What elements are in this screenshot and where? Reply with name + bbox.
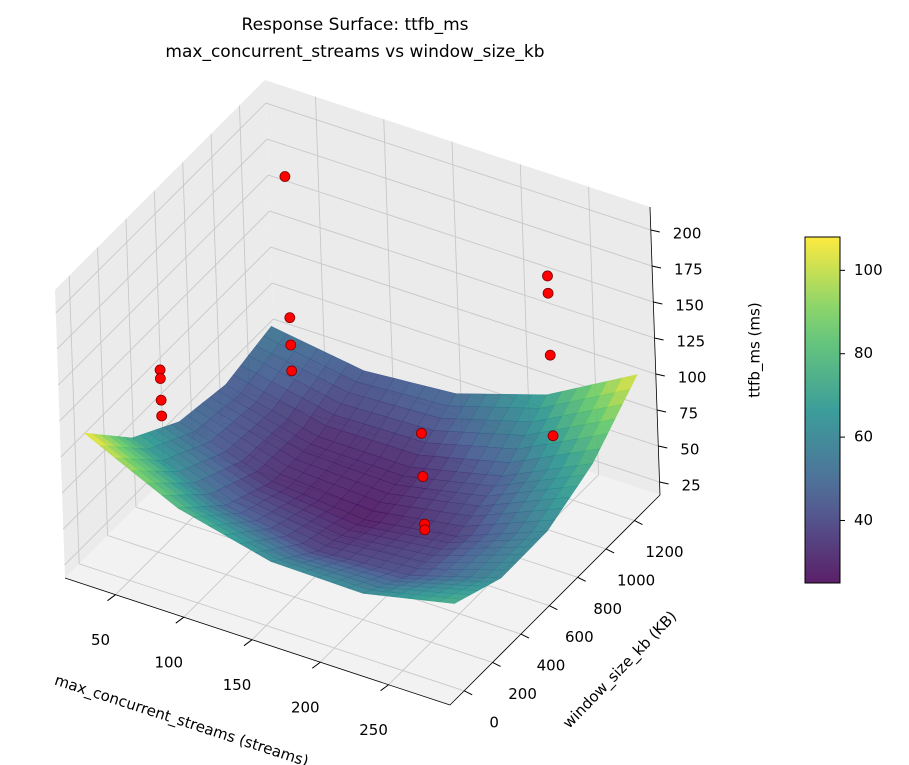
chart-title: Response Surface: ttfb_ms: [242, 15, 469, 35]
y-tick-label: 600: [565, 628, 594, 646]
y-tick: [463, 690, 473, 696]
axis-line: [649, 206, 661, 496]
x-tick-label: 150: [223, 676, 252, 694]
grid-line: [97, 247, 109, 536]
grid-line: [79, 563, 465, 692]
y-tick: [577, 576, 586, 582]
grid-line: [61, 282, 273, 494]
z-tick-label: 100: [678, 369, 707, 387]
grid-line: [210, 133, 222, 422]
z-tick: [656, 409, 667, 413]
data-point: [542, 270, 553, 282]
y-tick-label: 200: [508, 685, 537, 703]
x-tick: [312, 661, 321, 669]
z-tick-label: 175: [674, 261, 703, 279]
z-axis-label: ttfb_ms (ms): [746, 302, 765, 397]
z-tick-label: 200: [673, 225, 702, 243]
data-point: [154, 373, 166, 384]
data-point: [286, 365, 298, 377]
y-tick-label: 800: [593, 600, 622, 618]
chart-subtitle: max_concurrent_streams vs window_size_kb: [165, 42, 544, 62]
axis-line: [64, 577, 451, 706]
data-point: [542, 287, 554, 299]
z-tick: [658, 445, 668, 449]
grid-line: [269, 210, 655, 339]
grid-line: [62, 318, 274, 530]
z-tick-label: 150: [675, 297, 704, 315]
z-tick-label: 75: [679, 405, 698, 423]
grid-line: [383, 119, 395, 408]
data-point: [284, 312, 296, 324]
grid-line: [60, 246, 272, 458]
x-tick: [107, 594, 116, 602]
x-tick-label: 100: [154, 654, 183, 672]
data-point: [416, 427, 427, 439]
z-tick: [659, 481, 669, 485]
grid-line: [59, 210, 270, 422]
y-tick: [605, 548, 615, 554]
y-tick-label: 0: [489, 713, 499, 731]
z-tick-label: 125: [677, 333, 706, 351]
x-tick-label: 50: [91, 631, 110, 649]
grid-line: [270, 246, 656, 375]
colorbar-tick-label: 60: [854, 428, 873, 446]
y-tick-label: 1200: [645, 543, 683, 561]
grid-line: [239, 105, 250, 394]
data-point: [155, 394, 167, 406]
grid-line: [265, 102, 651, 231]
x-tick-label: 250: [359, 721, 388, 739]
grid-line: [56, 138, 268, 350]
data-point: [417, 471, 429, 482]
grid-line: [57, 174, 269, 386]
z-tick: [653, 301, 663, 305]
x-axis-label: max_concurrent_streams (streams): [52, 671, 311, 765]
grid-line: [266, 138, 653, 267]
z-tick-label: 25: [682, 477, 701, 495]
surface-patch: [438, 597, 463, 604]
data-point: [547, 430, 559, 442]
x-tick: [380, 684, 389, 692]
colorbar-tick-label: 80: [854, 344, 873, 362]
x-tick: [175, 616, 185, 624]
grid-line: [315, 96, 326, 385]
y-tick: [520, 633, 530, 639]
grid-line: [451, 141, 463, 430]
grid-line: [68, 275, 80, 564]
colorbar: [804, 236, 841, 584]
grid-line: [107, 535, 493, 663]
x-tick: [243, 639, 253, 647]
colorbar-tick-label: 100: [854, 261, 883, 279]
data-point: [544, 349, 556, 361]
y-tick: [634, 520, 643, 525]
z-tick-label: 50: [680, 441, 699, 459]
grid-line: [268, 174, 654, 303]
grid-line: [55, 102, 267, 314]
data-point: [279, 171, 291, 182]
y-tick-label: 1000: [617, 571, 655, 589]
data-point: [156, 410, 168, 422]
z-tick: [651, 265, 662, 269]
x-tick-label: 200: [291, 699, 320, 717]
y-tick: [492, 661, 501, 667]
grid-line: [182, 162, 194, 451]
data-point: [285, 339, 297, 351]
axis-line: [449, 494, 661, 706]
data-point: [419, 524, 431, 536]
z-tick: [654, 337, 664, 341]
z-tick: [650, 229, 660, 233]
y-tick-label: 400: [537, 657, 566, 675]
z-tick: [655, 373, 665, 377]
y-axis-label: window_size_kb (KB): [559, 607, 681, 732]
y-tick: [549, 605, 558, 611]
colorbar-tick-label: 40: [854, 511, 873, 529]
